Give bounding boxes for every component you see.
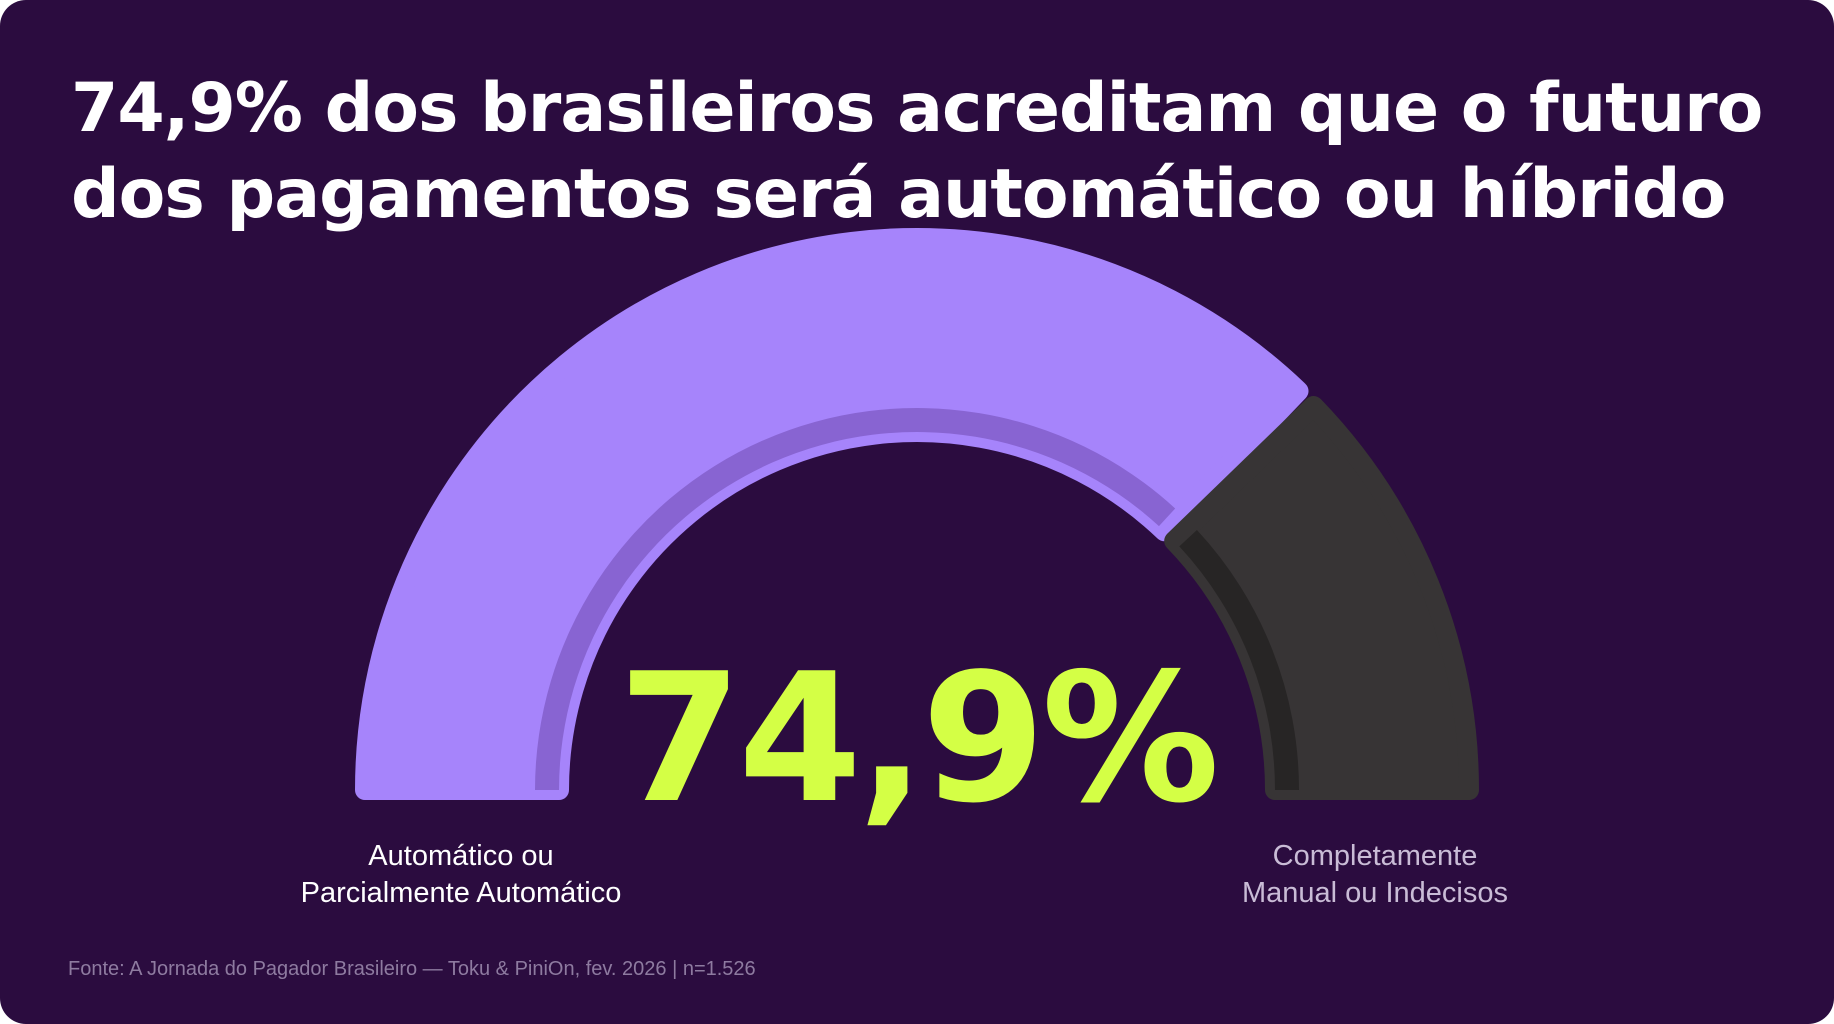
gauge-label-automatic-line-1: Automático ou (368, 840, 554, 872)
gauge-segment-shade-manual (1179, 530, 1299, 790)
gauge-label-manual-line-2: Manual ou Indecisos (1242, 877, 1508, 909)
gauge-segment-automatic (355, 228, 1309, 800)
gauge-label-manual-line-1: Completamente (1272, 840, 1478, 872)
page-title: 74,9% dos brasileiros acreditam que o fu… (71, 66, 1771, 238)
title-line-1: 74,9% dos brasileiros acreditam que o fu… (71, 69, 1763, 148)
gauge-label-manual: Completamente Manual ou Indecisos (1155, 838, 1595, 912)
gauge-label-automatic-line-2: Parcialmente Automático (300, 877, 622, 909)
source-note: Fonte: A Jornada do Pagador Brasileiro —… (68, 958, 756, 980)
gauge-segment-manual (1164, 395, 1479, 800)
gauge-segment-shade-automatic (535, 407, 1176, 790)
gauge-center-value: 74,9% (618, 635, 1216, 842)
gauge-label-automatic: Automático ou Parcialmente Automático (241, 838, 681, 912)
gauge-segments (355, 228, 1479, 800)
title-line-2: dos pagamentos será automático ou híbrid… (71, 155, 1726, 234)
